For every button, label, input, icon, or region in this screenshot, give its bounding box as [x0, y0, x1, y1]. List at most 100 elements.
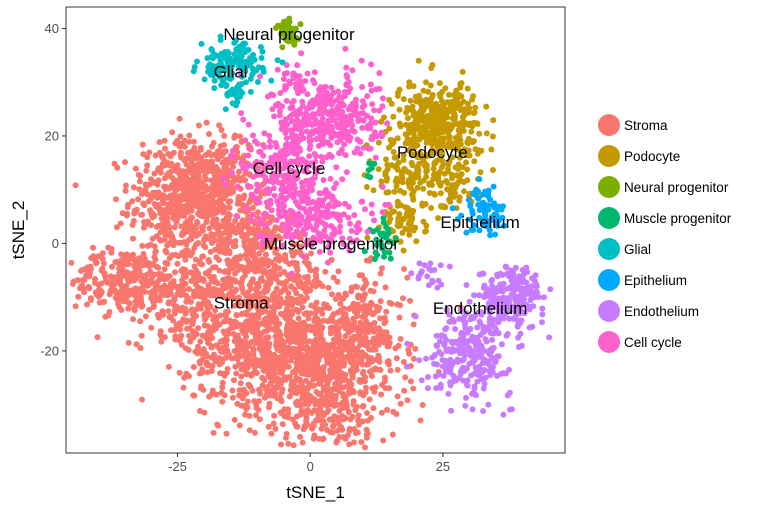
data-point	[237, 54, 244, 60]
data-point	[369, 385, 376, 392]
data-point	[191, 165, 198, 172]
data-point	[294, 338, 301, 345]
data-point	[223, 228, 230, 235]
data-point	[266, 325, 273, 332]
data-point	[149, 214, 156, 221]
data-point	[327, 429, 334, 436]
data-point	[483, 130, 490, 137]
data-point	[421, 262, 428, 269]
data-point	[375, 341, 382, 348]
data-point	[310, 339, 317, 345]
data-point	[322, 341, 329, 348]
data-point	[214, 421, 221, 428]
data-point	[159, 153, 166, 160]
data-point	[189, 321, 196, 328]
data-point	[261, 143, 268, 150]
data-point	[125, 339, 132, 346]
data-point	[192, 198, 199, 205]
data-point	[461, 321, 468, 328]
data-point	[231, 377, 237, 384]
data-point	[297, 249, 304, 255]
data-point	[436, 168, 443, 175]
data-point	[442, 362, 449, 369]
data-point	[489, 167, 496, 173]
data-point	[361, 283, 368, 289]
data-point	[166, 162, 173, 169]
data-point	[431, 190, 438, 197]
data-point	[390, 113, 397, 120]
data-point	[177, 151, 184, 158]
data-point	[161, 183, 167, 190]
data-point	[180, 187, 187, 194]
data-point	[376, 358, 383, 365]
data-point	[231, 51, 238, 58]
data-point	[152, 152, 159, 159]
data-point	[343, 169, 350, 176]
data-point	[293, 306, 300, 313]
data-point	[450, 378, 457, 385]
data-point	[207, 304, 213, 311]
data-point	[195, 325, 202, 332]
data-point	[460, 113, 467, 120]
data-point	[133, 206, 140, 213]
data-point	[136, 295, 143, 302]
data-point	[518, 342, 525, 349]
data-point	[165, 222, 172, 229]
data-point	[404, 397, 411, 404]
data-point	[247, 318, 254, 324]
data-point	[146, 306, 153, 313]
data-point	[188, 153, 195, 160]
series-endothelium	[403, 260, 554, 418]
data-point	[400, 247, 407, 254]
data-point	[265, 388, 272, 394]
data-point	[151, 243, 158, 250]
data-point	[286, 323, 293, 330]
data-point	[381, 114, 387, 121]
data-point	[296, 357, 303, 364]
data-point	[336, 369, 343, 376]
data-point	[349, 67, 356, 74]
data-point	[420, 185, 427, 192]
data-point	[157, 328, 164, 335]
data-point	[526, 324, 533, 331]
data-point	[198, 212, 204, 219]
data-point	[130, 235, 136, 242]
data-point	[422, 161, 429, 168]
data-point	[193, 331, 200, 338]
data-point	[99, 256, 106, 262]
data-point	[243, 219, 250, 226]
data-point	[314, 326, 320, 333]
data-point	[234, 350, 241, 357]
data-point	[387, 367, 394, 374]
data-point	[197, 144, 204, 151]
data-point	[306, 104, 313, 111]
data-point	[482, 336, 489, 343]
data-point	[412, 136, 419, 143]
data-point	[381, 320, 388, 327]
data-point	[222, 148, 229, 155]
data-point	[383, 308, 390, 315]
data-point	[396, 106, 403, 113]
data-point	[113, 224, 120, 231]
data-point	[299, 389, 306, 395]
data-point	[260, 348, 267, 355]
data-point	[406, 169, 413, 176]
data-point	[95, 253, 102, 260]
data-point	[362, 384, 369, 391]
data-point	[297, 433, 304, 440]
data-point	[447, 195, 454, 202]
data-point	[370, 335, 377, 342]
data-point	[188, 207, 195, 214]
data-point	[165, 202, 172, 209]
data-point	[137, 288, 144, 295]
data-point	[166, 273, 173, 280]
data-point	[330, 393, 337, 400]
data-point	[180, 203, 187, 210]
data-point	[236, 387, 243, 394]
data-point	[122, 182, 129, 189]
data-point	[100, 260, 107, 267]
data-point	[401, 189, 408, 196]
data-point	[141, 219, 147, 225]
data-point	[355, 118, 362, 124]
data-point	[460, 179, 467, 185]
